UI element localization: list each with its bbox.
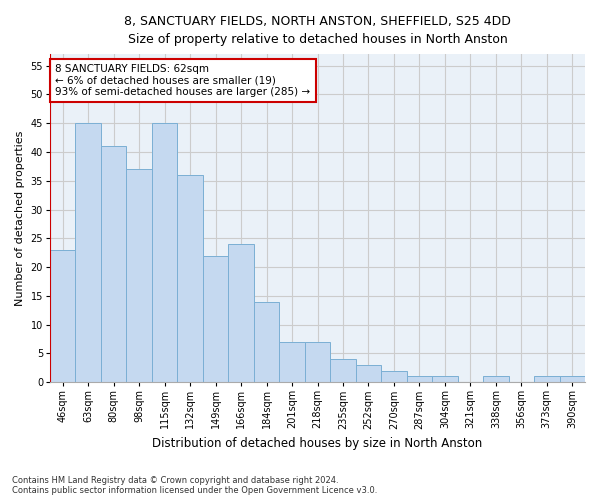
X-axis label: Distribution of detached houses by size in North Anston: Distribution of detached houses by size … [152,437,482,450]
Bar [152,123,178,382]
Text: Contains HM Land Registry data © Crown copyright and database right 2024.
Contai: Contains HM Land Registry data © Crown c… [12,476,377,495]
Bar [76,123,101,382]
Bar [229,244,254,382]
Bar [381,370,407,382]
Bar [101,146,127,382]
Bar [432,376,458,382]
Bar [560,376,585,382]
Bar [534,376,560,382]
Bar [305,342,330,382]
Bar [50,250,76,382]
Bar [279,342,305,382]
Title: 8, SANCTUARY FIELDS, NORTH ANSTON, SHEFFIELD, S25 4DD
Size of property relative : 8, SANCTUARY FIELDS, NORTH ANSTON, SHEFF… [124,15,511,46]
Y-axis label: Number of detached properties: Number of detached properties [15,130,25,306]
Bar [203,256,229,382]
Bar [178,175,203,382]
Bar [483,376,509,382]
Bar [330,359,356,382]
Bar [356,365,381,382]
Bar [254,302,279,382]
Bar [407,376,432,382]
Bar [127,169,152,382]
Text: 8 SANCTUARY FIELDS: 62sqm
← 6% of detached houses are smaller (19)
93% of semi-d: 8 SANCTUARY FIELDS: 62sqm ← 6% of detach… [55,64,310,97]
